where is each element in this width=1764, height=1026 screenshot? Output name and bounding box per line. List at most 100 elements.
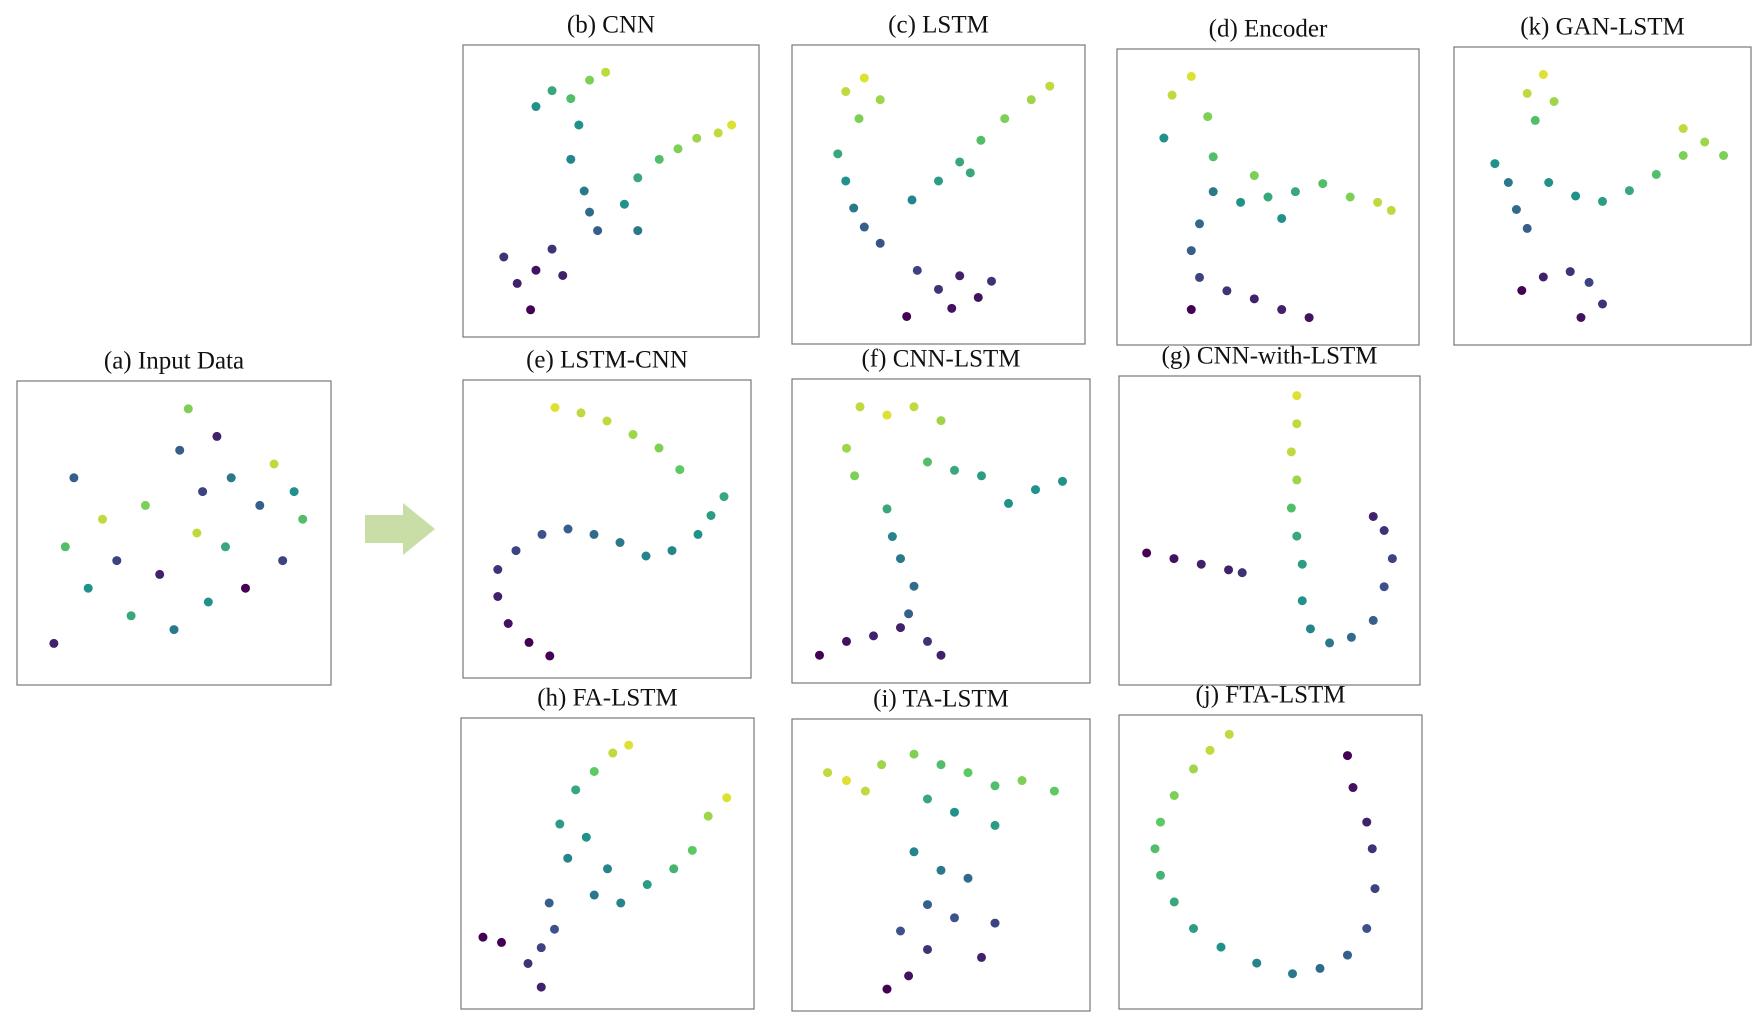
point: [842, 443, 851, 453]
point: [1576, 313, 1586, 322]
point: [574, 120, 584, 130]
point: [550, 403, 560, 412]
point: [1292, 475, 1302, 485]
point: [875, 238, 885, 248]
point: [669, 864, 679, 874]
point: [823, 768, 833, 778]
point: [555, 819, 565, 829]
point: [278, 556, 288, 566]
point: [1343, 950, 1352, 960]
point: [722, 793, 732, 803]
point: [1517, 286, 1527, 295]
point: [693, 529, 703, 539]
point: [619, 199, 629, 209]
point: [950, 465, 959, 475]
point: [1150, 844, 1160, 854]
point: [1346, 632, 1356, 642]
point: [1362, 817, 1372, 827]
point: [896, 623, 905, 633]
point: [212, 431, 222, 441]
panel-title: (i) TA-LSTM: [873, 686, 1009, 713]
plot-frame: [460, 717, 755, 1010]
point: [589, 529, 599, 539]
point: [1292, 419, 1302, 429]
point: [1263, 192, 1273, 202]
point: [687, 845, 697, 855]
point: [633, 173, 643, 183]
point: [255, 500, 265, 510]
point: [544, 898, 554, 908]
point: [902, 311, 912, 321]
point: [602, 416, 612, 426]
point: [608, 748, 618, 758]
point: [923, 636, 932, 646]
point: [1288, 969, 1297, 979]
point: [854, 114, 864, 124]
point: [887, 532, 897, 542]
panel-title: (c) LSTM: [888, 12, 989, 39]
point: [1379, 582, 1389, 592]
panel-title: (a) Input Data: [104, 348, 244, 375]
plot-frame: [1118, 714, 1423, 1010]
point: [1189, 924, 1198, 933]
arrow: [365, 503, 435, 555]
point: [1511, 205, 1521, 214]
point: [198, 487, 208, 497]
point: [1167, 90, 1177, 100]
point: [955, 271, 965, 281]
plot-frame: [791, 378, 1091, 684]
point: [615, 538, 625, 547]
point: [1205, 745, 1215, 755]
point: [923, 457, 932, 467]
point: [1031, 485, 1040, 495]
point: [1370, 884, 1380, 894]
point: [859, 222, 869, 232]
point: [576, 408, 586, 418]
point: [112, 556, 122, 566]
point: [499, 252, 509, 262]
point: [550, 924, 559, 934]
point: [581, 832, 591, 842]
point: [855, 402, 865, 412]
point: [1367, 844, 1377, 854]
point: [706, 511, 716, 520]
point: [1249, 294, 1259, 304]
point: [493, 565, 503, 574]
point: [566, 154, 576, 164]
point: [1678, 124, 1688, 133]
point: [1017, 776, 1027, 786]
point: [642, 880, 652, 890]
point: [882, 984, 892, 994]
point: [1208, 187, 1218, 197]
point: [175, 445, 185, 455]
point: [1522, 223, 1532, 233]
point: [1584, 277, 1594, 287]
point: [1186, 246, 1196, 256]
point: [860, 786, 870, 796]
point: [1195, 219, 1204, 229]
point: [1169, 791, 1179, 800]
point: [1058, 476, 1067, 486]
point: [1345, 192, 1355, 202]
point: [269, 459, 279, 469]
point: [987, 276, 996, 286]
point: [719, 492, 729, 502]
point: [936, 416, 946, 426]
point: [882, 504, 892, 514]
point: [1304, 313, 1314, 323]
point: [869, 631, 878, 641]
point: [923, 900, 932, 910]
point: [841, 176, 851, 186]
point: [1700, 137, 1710, 147]
point: [1290, 187, 1300, 197]
point: [703, 811, 713, 821]
point: [1325, 638, 1335, 648]
point: [589, 890, 599, 900]
point: [654, 443, 664, 453]
point: [1315, 963, 1325, 973]
point: [1343, 751, 1352, 761]
point: [531, 265, 541, 275]
point: [1598, 196, 1607, 206]
point: [601, 67, 611, 77]
